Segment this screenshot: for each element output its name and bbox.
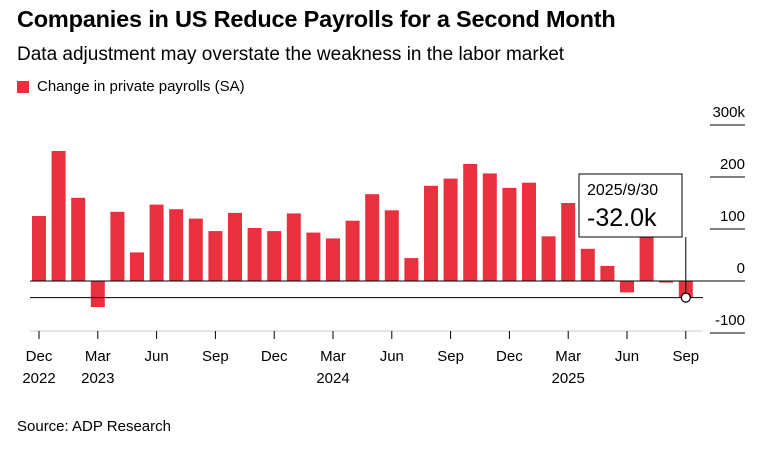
y-tick-label: 0 — [737, 260, 745, 277]
bar — [345, 220, 360, 281]
y-tick-label: 100 — [720, 208, 745, 225]
legend-label: Change in private payrolls (SA) — [37, 78, 245, 95]
bar — [267, 231, 282, 281]
x-tick-label: Jun — [145, 348, 169, 365]
bar — [188, 218, 203, 281]
x-tick-year: 2023 — [81, 370, 114, 387]
bar — [541, 236, 556, 281]
bar — [326, 238, 340, 281]
x-axis: Dec 2022 Mar 2023 Jun Sep Dec Mar 2024 Jun Sep Dec M… — [22, 330, 703, 387]
x-tick-year: 2024 — [316, 370, 349, 387]
x-tick-label: Mar — [555, 348, 581, 365]
chart-overlay: 2025/9/30 -32.0k — [30, 173, 703, 303]
bar — [384, 210, 399, 281]
bar — [32, 216, 46, 281]
bar — [502, 187, 517, 281]
source-note: Source: ADP Research — [17, 418, 171, 435]
bar — [90, 281, 105, 307]
bar — [580, 248, 595, 281]
chart-legend: Change in private payrolls (SA) — [17, 78, 245, 95]
y-axis: 300k 200 100 0 -100 — [30, 104, 745, 334]
bar — [130, 252, 144, 281]
bar — [443, 178, 458, 281]
x-tick-label: Dec — [26, 348, 53, 365]
bars-group — [32, 151, 693, 307]
tooltip-box — [578, 173, 683, 238]
x-tick-label: Mar — [85, 348, 111, 365]
x-tick-year: 2025 — [552, 370, 585, 387]
chart-subtitle: Data adjustment may overstate the weakne… — [17, 44, 565, 65]
bar — [169, 209, 184, 281]
x-tick-label: Jun — [380, 348, 404, 365]
highlight-marker[interactable] — [680, 292, 691, 303]
x-tick-label: Jun — [615, 348, 639, 365]
bar — [51, 151, 66, 281]
bar — [365, 194, 380, 281]
bar — [482, 173, 497, 281]
bar — [463, 164, 478, 281]
bar — [404, 258, 419, 281]
x-tick-label: Dec — [261, 348, 288, 365]
x-tick-year: 2022 — [22, 370, 55, 387]
x-tick-label: Mar — [320, 348, 346, 365]
bar — [659, 281, 674, 283]
bar — [600, 265, 615, 281]
bar — [110, 211, 125, 281]
tooltip-value: -32.0k — [587, 204, 657, 232]
bar — [149, 204, 164, 281]
bar — [620, 281, 634, 293]
bar — [286, 213, 301, 281]
bar — [247, 228, 262, 281]
chart-title: Companies in US Reduce Payrolls for a Se… — [17, 6, 616, 32]
bar — [306, 232, 321, 281]
x-tick-label: Sep — [202, 348, 229, 365]
bar — [522, 182, 536, 281]
y-tick-label: 200 — [720, 156, 745, 173]
tooltip-date: 2025/9/30 — [587, 182, 658, 199]
y-tick-label: -100 — [715, 312, 745, 329]
bar — [71, 197, 86, 281]
x-tick-label: Dec — [496, 348, 523, 365]
bar — [561, 203, 576, 281]
y-tick-label: 300k — [712, 104, 745, 121]
x-tick-label: Sep — [672, 348, 699, 365]
bar — [228, 212, 242, 281]
legend-swatch — [17, 80, 29, 93]
bar — [208, 231, 223, 281]
bar — [424, 185, 438, 281]
x-tick-label: Sep — [437, 348, 464, 365]
